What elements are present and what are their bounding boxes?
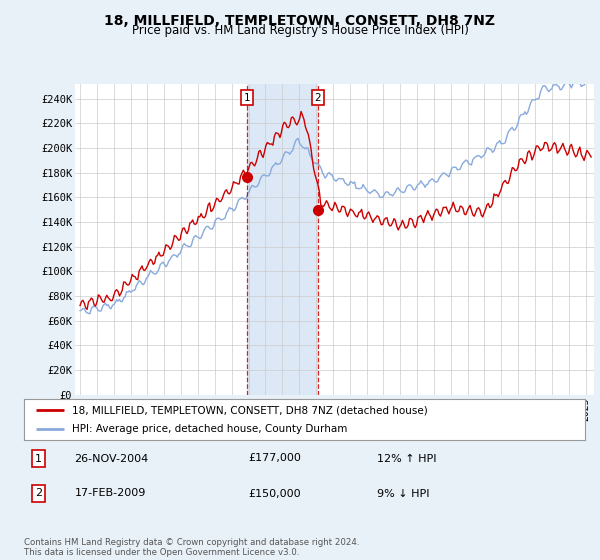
Text: 18, MILLFIELD, TEMPLETOWN, CONSETT, DH8 7NZ: 18, MILLFIELD, TEMPLETOWN, CONSETT, DH8 …	[104, 14, 496, 28]
Text: Price paid vs. HM Land Registry's House Price Index (HPI): Price paid vs. HM Land Registry's House …	[131, 24, 469, 37]
Text: 1: 1	[244, 92, 250, 102]
Bar	[247, 84, 318, 395]
Text: 2: 2	[314, 92, 321, 102]
Text: 1: 1	[35, 454, 42, 464]
Text: 12% ↑ HPI: 12% ↑ HPI	[377, 454, 437, 464]
Text: 18, MILLFIELD, TEMPLETOWN, CONSETT, DH8 7NZ (detached house): 18, MILLFIELD, TEMPLETOWN, CONSETT, DH8 …	[71, 405, 427, 415]
Text: £177,000: £177,000	[248, 454, 301, 464]
Text: 17-FEB-2009: 17-FEB-2009	[74, 488, 146, 498]
Text: HPI: Average price, detached house, County Durham: HPI: Average price, detached house, Coun…	[71, 424, 347, 433]
Text: 9% ↓ HPI: 9% ↓ HPI	[377, 488, 430, 498]
Text: 2: 2	[35, 488, 43, 498]
Text: Contains HM Land Registry data © Crown copyright and database right 2024.
This d: Contains HM Land Registry data © Crown c…	[24, 538, 359, 557]
Text: 26-NOV-2004: 26-NOV-2004	[74, 454, 149, 464]
Text: £150,000: £150,000	[248, 488, 301, 498]
